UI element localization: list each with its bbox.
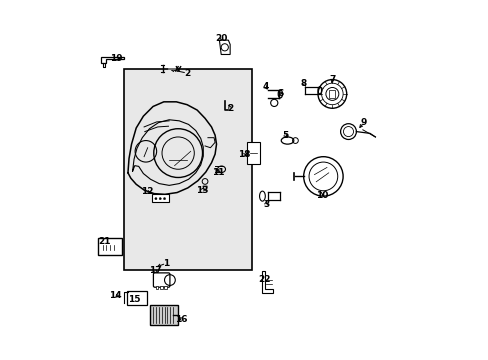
Text: 12: 12 — [141, 187, 153, 196]
Polygon shape — [203, 186, 207, 191]
Text: 10: 10 — [316, 190, 328, 199]
Polygon shape — [219, 40, 230, 54]
Text: 7: 7 — [328, 75, 335, 84]
FancyBboxPatch shape — [153, 273, 169, 287]
Text: 4: 4 — [262, 82, 268, 91]
Text: 11: 11 — [212, 168, 224, 177]
Text: 9: 9 — [360, 118, 366, 127]
Text: 16: 16 — [175, 315, 187, 324]
Text: 2: 2 — [183, 69, 190, 78]
FancyBboxPatch shape — [98, 238, 122, 255]
Bar — [329, 90, 335, 98]
Bar — [164, 286, 167, 289]
Circle shape — [159, 198, 161, 200]
FancyBboxPatch shape — [150, 305, 178, 325]
Text: 13: 13 — [196, 186, 208, 195]
Bar — [160, 286, 163, 289]
Text: 14: 14 — [109, 291, 122, 300]
Bar — [155, 286, 158, 289]
FancyBboxPatch shape — [246, 142, 260, 164]
Text: 6: 6 — [277, 89, 283, 98]
Text: 8: 8 — [300, 79, 306, 88]
Polygon shape — [262, 271, 273, 293]
Polygon shape — [101, 57, 124, 63]
Text: 3: 3 — [263, 200, 268, 209]
Text: 17: 17 — [148, 266, 161, 275]
Text: 5: 5 — [282, 131, 288, 140]
Circle shape — [163, 198, 165, 200]
FancyBboxPatch shape — [151, 194, 169, 202]
Bar — [124, 69, 251, 270]
FancyBboxPatch shape — [126, 291, 147, 305]
Circle shape — [155, 198, 157, 200]
Text: 22: 22 — [258, 275, 270, 284]
Text: 2: 2 — [226, 104, 233, 113]
Text: 20: 20 — [215, 34, 227, 43]
Text: 21: 21 — [98, 237, 111, 246]
Text: 1: 1 — [163, 259, 169, 268]
Text: 19: 19 — [110, 54, 122, 63]
Text: 18: 18 — [237, 150, 249, 159]
Text: 15: 15 — [127, 294, 140, 303]
